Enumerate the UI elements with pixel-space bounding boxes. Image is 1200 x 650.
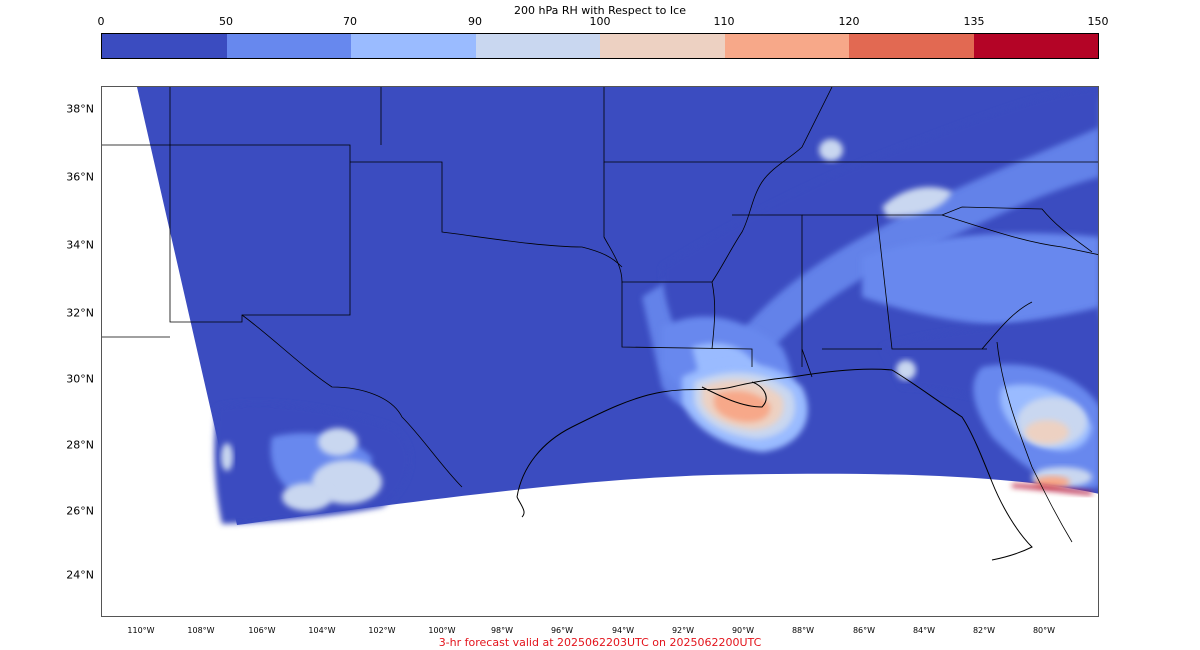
- longitude-label: 82°W: [972, 626, 996, 635]
- colorbar-tick-label: 150: [1087, 15, 1109, 28]
- longitude-label: 94°W: [611, 626, 635, 635]
- latitude-label: 34°N: [66, 238, 94, 252]
- longitude-label: 88°W: [791, 626, 815, 635]
- forecast-caption: 3-hr forecast valid at 2025062203UTC on …: [438, 636, 762, 649]
- colorbar-tick-label: 135: [963, 15, 985, 28]
- colorbar-tick-label: 120: [838, 15, 860, 28]
- latitude-label: 28°N: [66, 438, 94, 452]
- colorbar: [101, 33, 1099, 59]
- map-frame: [101, 86, 1099, 617]
- coastline: [516, 368, 1033, 561]
- colorbar-segment-110-120: [724, 34, 849, 58]
- longitude-label: 98°W: [490, 626, 514, 635]
- rh-map: [102, 87, 1098, 561]
- colorbar-tick-label: 90: [468, 15, 482, 28]
- colorbar-segment-120-135: [849, 34, 974, 58]
- longitude-label: 80°W: [1032, 626, 1056, 635]
- latitude-label: 36°N: [66, 170, 94, 184]
- colorbar-tick-label: 0: [97, 15, 105, 28]
- colorbar-title: 200 hPa RH with Respect to Ice: [514, 4, 686, 17]
- longitude-label: 90°W: [731, 626, 755, 635]
- colorbar-segment-100-110: [600, 34, 725, 58]
- colorbar-tick-label: 70: [343, 15, 357, 28]
- colorbar-segment-90-100: [475, 34, 600, 58]
- colorbar-segment-50-70: [226, 34, 351, 58]
- colorbar-segment-70-90: [351, 34, 476, 58]
- longitude-label: 102°W: [368, 626, 396, 635]
- longitude-label: 110°W: [127, 626, 155, 635]
- latitude-label: 38°N: [66, 102, 94, 116]
- colorbar-segment-135-150: [973, 34, 1098, 58]
- latitude-label: 32°N: [66, 306, 94, 320]
- latitude-label: 26°N: [66, 504, 94, 518]
- latitude-label: 30°N: [66, 372, 94, 386]
- longitude-label: 86°W: [852, 626, 876, 635]
- colorbar-tick-label: 100: [589, 15, 611, 28]
- colorbar-tick-label: 110: [713, 15, 735, 28]
- longitude-label: 108°W: [187, 626, 215, 635]
- longitude-label: 100°W: [428, 626, 456, 635]
- colorbar-segment-0-50: [102, 34, 227, 58]
- longitude-label: 104°W: [308, 626, 336, 635]
- latitude-label: 24°N: [66, 568, 94, 582]
- state-borders: [102, 87, 1098, 543]
- longitude-label: 92°W: [671, 626, 695, 635]
- colorbar-tick-label: 50: [219, 15, 233, 28]
- longitude-label: 96°W: [550, 626, 574, 635]
- longitude-label: 106°W: [248, 626, 276, 635]
- longitude-label: 84°W: [912, 626, 936, 635]
